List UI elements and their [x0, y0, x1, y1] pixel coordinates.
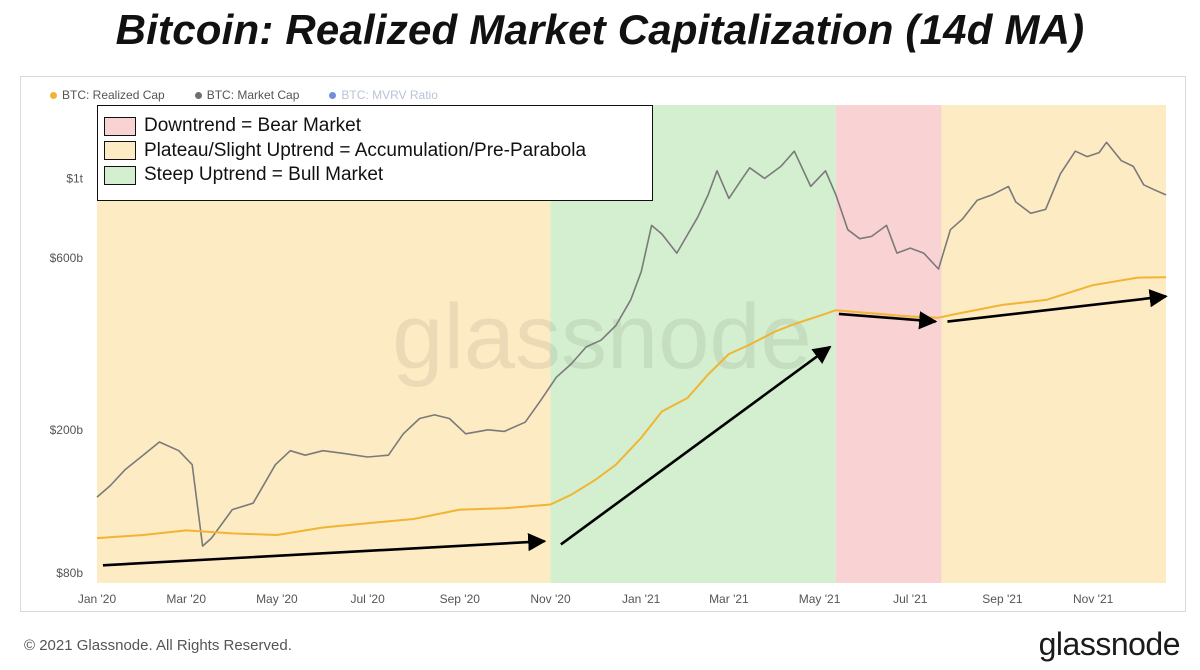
trend-arrow-0	[102, 533, 547, 567]
footer-copyright: © 2021 Glassnode. All Rights Reserved.	[24, 637, 292, 654]
legend-item-market-cap[interactable]: BTC: Market Cap	[194, 88, 300, 102]
series-layer	[96, 141, 1167, 547]
legend-label-market-cap: BTC: Market Cap	[206, 88, 300, 102]
legend-dot-realized-cap	[50, 91, 57, 99]
legend-label-realized-cap: BTC: Realized Cap	[62, 88, 165, 102]
x-tick-label-0: Jan '20	[78, 592, 117, 606]
legend-dot-mvrv-ratio	[329, 91, 337, 99]
x-tick-label-2: May '20	[256, 592, 298, 606]
annotation-label-bear: Downtrend = Bear Market	[144, 115, 362, 137]
legend-label-mvrv-ratio: BTC: MVRV Ratio	[341, 88, 438, 102]
x-tick-label-8: May '21	[799, 592, 841, 606]
trend-arrow-1	[560, 345, 832, 546]
annotation-legend-box: Downtrend = Bear Market Plateau/Slight U…	[97, 105, 653, 201]
swatch-accumulation	[104, 141, 136, 161]
x-tick-label-10: Sep '21	[982, 592, 1023, 606]
watermark: glassnode	[392, 286, 811, 388]
x-axis: Jan '20 Mar '20 May '20 Jul '20 Sep '20 Nov '…	[78, 592, 1114, 606]
x-tick-label-3: Jul '20	[350, 592, 385, 606]
annotation-row-accumulation: Plateau/Slight Uptrend = Accumulation/Pr…	[104, 139, 652, 164]
x-tick-label-5: Nov '20	[530, 592, 571, 606]
series-line-realized-cap	[96, 276, 1167, 540]
legend-item-realized-cap[interactable]: BTC: Realized Cap	[50, 88, 165, 102]
swatch-bull	[104, 165, 136, 185]
region-bear-2	[835, 105, 942, 583]
chart-legend: BTC: Realized Cap BTC: Market Cap BTC: M…	[50, 88, 438, 102]
series-line-market-cap	[96, 141, 1167, 547]
swatch-bear	[104, 116, 136, 136]
x-tick-label-4: Sep '20	[440, 592, 481, 606]
footer-logo[interactable]: glassnode	[1038, 626, 1181, 662]
trend-arrow-3	[947, 289, 1168, 323]
y-tick-label-0: $80b	[56, 566, 83, 580]
annotation-row-bear: Downtrend = Bear Market	[104, 114, 652, 139]
x-tick-label-11: Nov '21	[1073, 592, 1114, 606]
x-tick-label-9: Jul '21	[893, 592, 928, 606]
legend-dot-market-cap	[194, 91, 202, 99]
x-tick-label-1: Mar '20	[166, 592, 206, 606]
region-accumulation-3	[941, 105, 1166, 583]
page-title: Bitcoin: Realized Market Capitalization …	[115, 6, 1085, 53]
annotation-label-accumulation: Plateau/Slight Uptrend = Accumulation/Pr…	[144, 139, 587, 161]
annotation-label-bull: Steep Uptrend = Bull Market	[144, 164, 384, 186]
y-axis: $80b $200b $600b $1t	[50, 171, 84, 580]
x-tick-label-6: Jan '21	[622, 592, 661, 606]
y-tick-label-2: $600b	[50, 251, 84, 265]
trend-arrow-2	[838, 311, 938, 330]
y-tick-label-1: $200b	[50, 423, 84, 437]
y-tick-label-3: $1t	[66, 171, 83, 185]
x-tick-label-7: Mar '21	[709, 592, 749, 606]
annotation-row-bull: Steep Uptrend = Bull Market	[104, 163, 652, 188]
legend-item-mvrv-ratio[interactable]: BTC: MVRV Ratio	[329, 88, 438, 102]
arrows-layer	[102, 289, 1168, 567]
